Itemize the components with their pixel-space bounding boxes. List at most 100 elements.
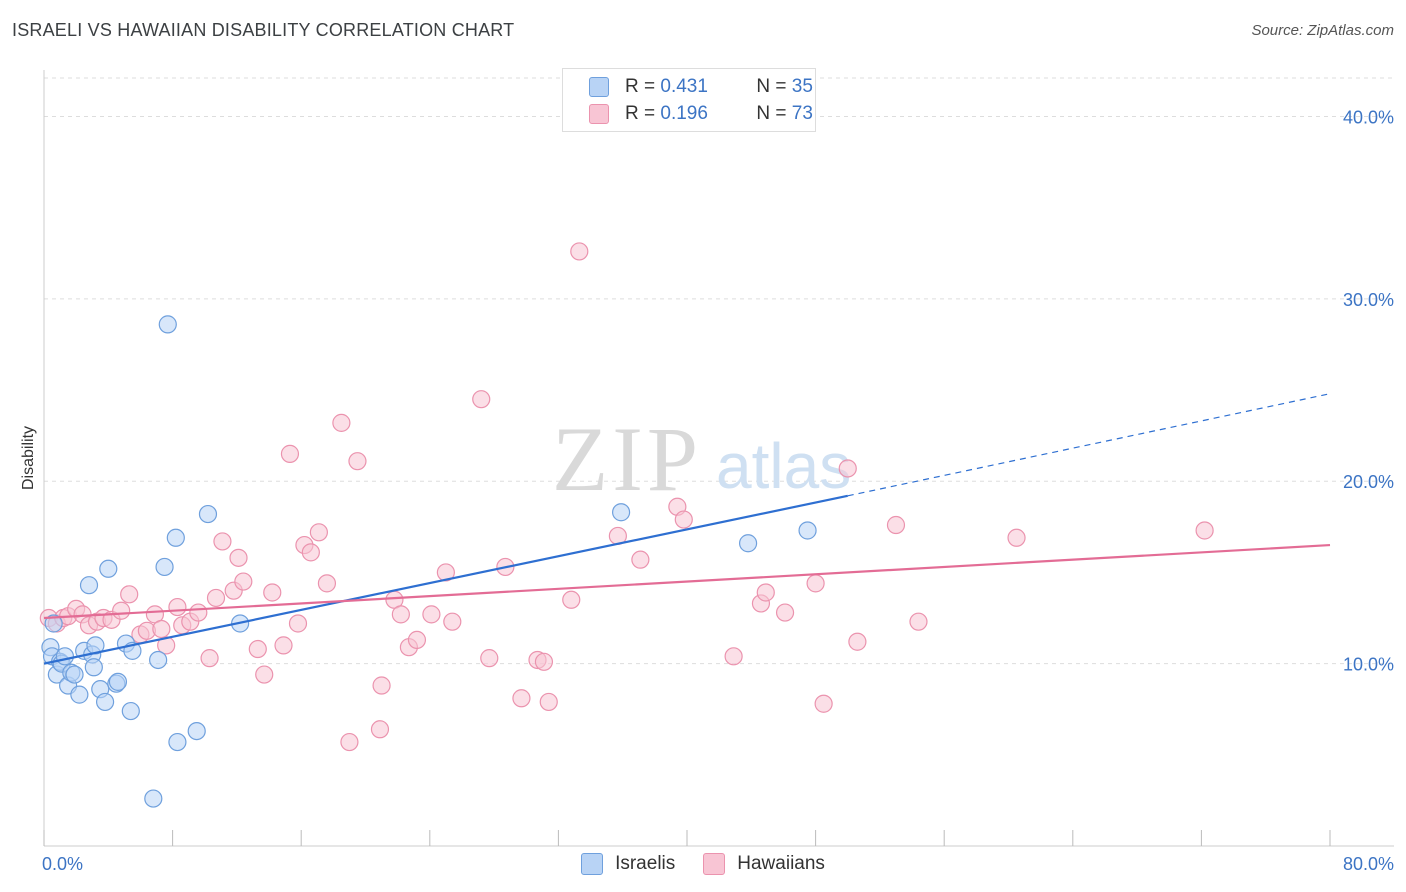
hawaiians-point [562,590,581,609]
hawaiians-point [480,649,499,668]
correlation-legend: R = 0.431 N = 35 R = 0.196 N = 73 [562,68,816,132]
israelis-point [108,672,128,691]
x-tick-label-max: 80.0% [1343,854,1394,874]
chart-title: ISRAELI VS HAWAIIAN DISABILITY CORRELATI… [12,20,515,40]
hawaiians-point [332,413,351,432]
israelis-point [158,315,177,334]
hawaiians-point [229,548,248,567]
israelis-point [65,665,84,684]
hawaiians-point [112,601,131,620]
israelis-trend-extension [847,393,1331,497]
hawaiians-point [168,597,187,617]
hawaiians-point [213,532,232,551]
israelis-point [798,521,817,540]
israelis-point [44,614,63,633]
israelis-point [149,650,168,670]
legend-label-israelis: Israelis [615,853,676,874]
israelis-point [121,701,140,721]
israelis-point [70,685,89,704]
hawaiians-point [248,639,267,659]
hawaiians-point [391,605,410,624]
y-tick-label: 20.0% [1343,472,1394,492]
r-value: 0.431 [660,76,708,97]
hawaiians-point [317,574,337,593]
legend-row-israelis: R = 0.431 N = 35 [563,75,813,99]
watermark-atlas: atlas [716,430,851,502]
watermark: ZIP atlas [552,408,851,510]
hawaiians-point [157,636,176,655]
y-axis-title: Disability [20,426,37,490]
hawaiians-point [1007,528,1026,547]
hawaiians-point [348,452,367,471]
hawaiians-point [301,543,320,562]
israelis-point [99,559,118,578]
legend-item-israelis[interactable]: Israelis [581,853,675,875]
hawaiians-point [436,563,455,582]
legend-row-hawaiians: R = 0.196 N = 73 [563,102,813,126]
hawaiians-point [407,630,427,650]
hawaiians-point [909,612,928,631]
hawaiians-point [472,390,491,409]
israelis-point [84,658,103,677]
hawaiians-point [443,612,462,631]
legend-label-hawaiians: Hawaiians [737,853,825,874]
n-value: 35 [791,76,813,97]
watermark-zip: ZIP [552,408,702,510]
hawaiians-point [570,242,589,261]
y-tick-label: 30.0% [1343,290,1394,310]
r-value: 0.196 [660,103,708,124]
israelis-point [168,732,187,752]
data-points [39,242,1214,808]
israelis-legend-swatch [581,853,604,875]
israelis-swatch [589,77,609,97]
hawaiians-point [274,636,293,655]
israelis-point [187,721,206,741]
hawaiians-point [255,665,274,684]
hawaiians-point [189,603,208,622]
hawaiians-point [422,605,441,624]
r-label: R = [625,103,656,124]
hawaiians-point [539,692,558,712]
hawaiians-point [120,585,139,604]
hawaiians-point [512,689,531,708]
hawaiians-legend-swatch [703,853,726,875]
hawaiians-point [886,515,906,535]
hawaiians-point [534,652,554,671]
hawaiians-point [814,694,833,713]
hawaiians-point [263,583,282,602]
israelis-point [166,528,185,547]
hawaiians-point [631,550,650,569]
y-tick-label: 40.0% [1343,107,1394,127]
legend-item-hawaiians[interactable]: Hawaiians [703,853,825,875]
hawaiians-point [309,523,328,542]
hawaiians-swatch [589,104,609,124]
hawaiians-point [838,459,857,478]
n-label: N = [756,103,787,124]
hawaiians-point [756,583,775,602]
israelis-point [144,789,163,808]
hawaiians-point [280,444,300,463]
hawaiians-point [848,632,867,651]
n-label: N = [756,76,787,97]
israelis-point [95,692,115,712]
hawaiians-trend-line [43,543,1331,620]
trend-lines [43,393,1331,665]
israelis-point [198,504,218,524]
hawaiians-point [200,649,219,668]
hawaiians-point [234,572,253,591]
hawaiians-point [206,588,226,608]
source-label: Source: ZipAtlas.com [1251,22,1394,39]
r-label: R = [625,76,656,97]
hawaiians-point [288,614,308,633]
axes [43,70,1394,847]
hawaiians-point [724,647,743,666]
israelis-point [611,503,631,522]
israelis-trend-line [43,494,848,665]
israelis-point [738,534,758,553]
hawaiians-point [372,676,391,695]
y-tick-label: 10.0% [1343,655,1394,675]
hawaiians-point [370,720,390,739]
israelis-point [79,576,99,595]
y-tick-labels: 10.0% 20.0% 30.0% 40.0% [1343,107,1394,674]
